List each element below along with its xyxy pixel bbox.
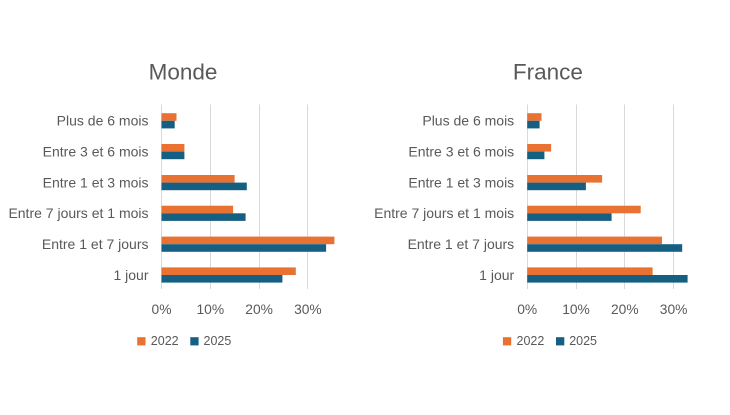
svg-text:30%: 30% — [660, 302, 688, 317]
svg-text:Plus de 6 mois: Plus de 6 mois — [422, 113, 514, 129]
svg-text:2025: 2025 — [569, 334, 597, 348]
svg-text:Entre 1 et 3 mois: Entre 1 et 3 mois — [43, 174, 149, 190]
svg-text:20%: 20% — [245, 302, 273, 317]
svg-text:10%: 10% — [196, 302, 224, 317]
svg-text:Entre 3 et 6 mois: Entre 3 et 6 mois — [408, 143, 514, 159]
svg-text:Entre 7 jours et 1 mois: Entre 7 jours et 1 mois — [374, 205, 514, 221]
svg-text:2022: 2022 — [517, 334, 545, 348]
svg-text:1 jour: 1 jour — [479, 267, 514, 283]
svg-text:Entre 1 et 3 mois: Entre 1 et 3 mois — [408, 174, 514, 190]
svg-text:1 jour: 1 jour — [113, 267, 148, 283]
svg-text:0%: 0% — [517, 302, 537, 317]
svg-text:Entre 1 et 7 jours: Entre 1 et 7 jours — [408, 236, 515, 252]
svg-text:Monde: Monde — [149, 60, 218, 85]
svg-text:Entre 3 et 6 mois: Entre 3 et 6 mois — [43, 143, 149, 159]
svg-text:0%: 0% — [152, 302, 172, 317]
svg-text:20%: 20% — [611, 302, 639, 317]
svg-text:Entre 7 jours et 1 mois: Entre 7 jours et 1 mois — [8, 205, 148, 221]
svg-text:2025: 2025 — [204, 334, 232, 348]
svg-text:2022: 2022 — [151, 334, 179, 348]
svg-text:France: France — [513, 60, 583, 85]
svg-text:Plus de 6 mois: Plus de 6 mois — [57, 113, 149, 129]
svg-text:Entre 1 et 7 jours: Entre 1 et 7 jours — [42, 236, 149, 252]
svg-text:10%: 10% — [562, 302, 590, 317]
svg-text:30%: 30% — [294, 302, 322, 317]
